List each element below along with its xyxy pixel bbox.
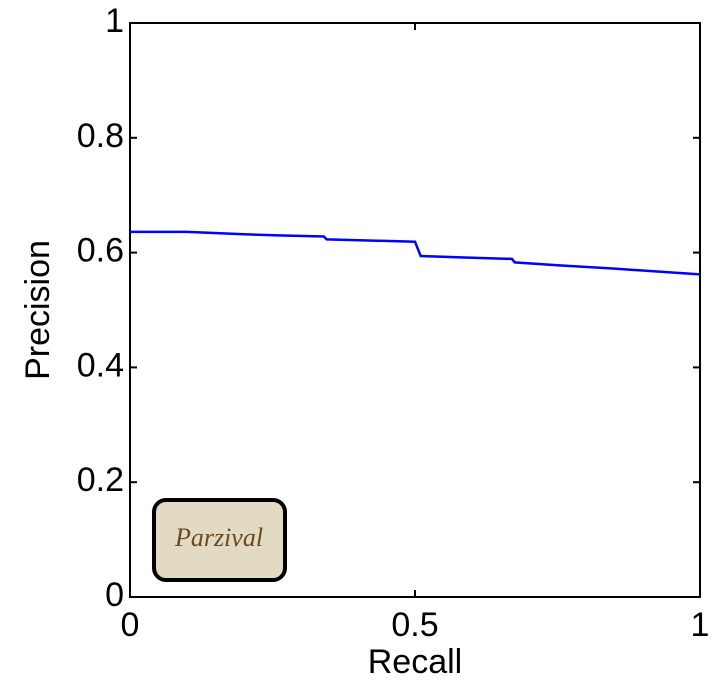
- y-tick-label: 0.2: [77, 461, 124, 499]
- y-tick-label: 1: [105, 2, 124, 40]
- y-axis-label: Precision: [19, 240, 57, 380]
- y-tick-label: 0: [105, 576, 124, 614]
- series-line: [130, 230, 701, 276]
- x-tick-label: 1: [691, 606, 710, 644]
- inset-box: [152, 498, 287, 582]
- y-tick-label: 0.8: [77, 117, 124, 155]
- x-axis-label: Recall: [368, 643, 462, 681]
- y-tick-label: 0.4: [77, 346, 124, 384]
- x-tick-label: 0: [121, 606, 140, 644]
- y-tick-label: 0.6: [77, 232, 124, 270]
- inset-label: Parzival: [174, 523, 263, 552]
- x-tick-label: 0.5: [391, 606, 438, 644]
